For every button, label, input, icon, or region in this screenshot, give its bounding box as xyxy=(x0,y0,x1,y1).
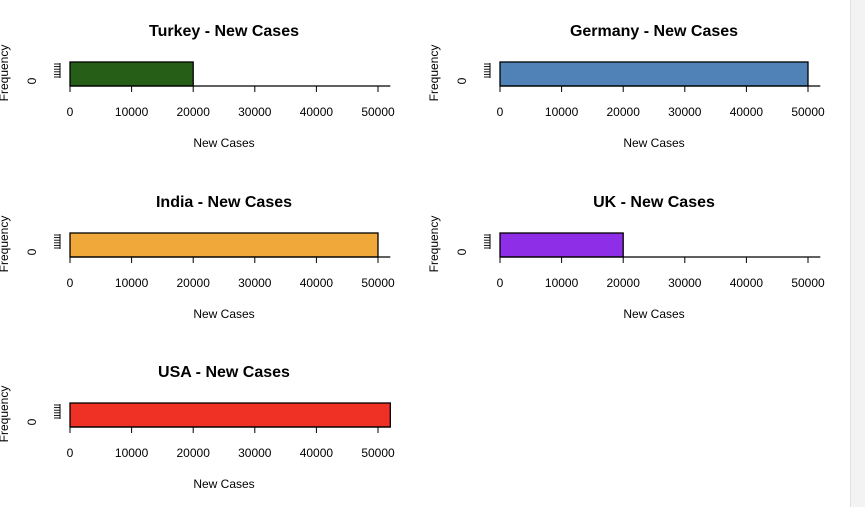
x-tick-label: 10000 xyxy=(115,276,149,290)
histogram-bar xyxy=(499,232,624,258)
chart-title: Germany - New Cases xyxy=(570,23,738,40)
histogram-bar xyxy=(499,61,809,87)
x-tick-label: 0 xyxy=(67,105,74,119)
y-axis-label: Frequency xyxy=(427,45,441,102)
x-tick-label: 30000 xyxy=(668,105,702,119)
x-tick-label: 50000 xyxy=(361,446,395,460)
x-tick-label: 0 xyxy=(497,276,504,290)
x-tick-label: 40000 xyxy=(300,276,334,290)
x-axis-label: New Cases xyxy=(193,477,254,491)
x-tick-label: 30000 xyxy=(668,276,702,290)
histogram-bar xyxy=(69,232,379,258)
x-tick-label: 30000 xyxy=(238,276,272,290)
x-tick-label: 0 xyxy=(67,276,74,290)
histogram-bar xyxy=(69,402,391,428)
x-tick-label: 0 xyxy=(497,105,504,119)
x-tick-label: 20000 xyxy=(607,276,641,290)
x-tick-label: 10000 xyxy=(115,105,149,119)
y-axis-label: Frequency xyxy=(427,216,441,273)
chart-title: Turkey - New Cases xyxy=(149,23,299,40)
x-tick-label: 30000 xyxy=(238,105,272,119)
y-tick-label: 0 xyxy=(455,77,469,84)
x-tick-label: 20000 xyxy=(177,446,211,460)
histogram-bar xyxy=(69,61,194,87)
y-tick-label: 0 xyxy=(25,77,39,84)
x-tick-label: 50000 xyxy=(791,105,825,119)
x-tick-label: 50000 xyxy=(361,105,395,119)
x-tick-label: 40000 xyxy=(730,276,764,290)
y-tick-label: 0 xyxy=(25,418,39,425)
x-tick-label: 0 xyxy=(67,446,74,460)
y-tick-label: 0 xyxy=(25,248,39,255)
x-tick-label: 40000 xyxy=(730,105,764,119)
x-tick-label: 20000 xyxy=(177,105,211,119)
x-axis-label: New Cases xyxy=(623,136,684,150)
window-edge xyxy=(850,0,865,507)
x-tick-label: 10000 xyxy=(545,276,579,290)
y-axis-label: Frequency xyxy=(0,45,11,102)
x-tick-label: 50000 xyxy=(361,276,395,290)
chart-title: India - New Cases xyxy=(156,194,292,211)
x-tick-label: 40000 xyxy=(300,446,334,460)
y-axis-label: Frequency xyxy=(0,216,11,273)
x-axis-label: New Cases xyxy=(193,307,254,321)
x-tick-label: 20000 xyxy=(177,276,211,290)
chart-title: UK - New Cases xyxy=(593,194,715,211)
x-tick-label: 50000 xyxy=(791,276,825,290)
x-axis-label: New Cases xyxy=(623,307,684,321)
y-axis-label: Frequency xyxy=(0,386,11,443)
x-axis-label: New Cases xyxy=(193,136,254,150)
x-tick-label: 40000 xyxy=(300,105,334,119)
x-tick-label: 10000 xyxy=(545,105,579,119)
x-tick-label: 10000 xyxy=(115,446,149,460)
y-tick-label: 0 xyxy=(455,248,469,255)
x-tick-label: 20000 xyxy=(607,105,641,119)
chart-title: USA - New Cases xyxy=(158,364,290,381)
x-tick-label: 30000 xyxy=(238,446,272,460)
